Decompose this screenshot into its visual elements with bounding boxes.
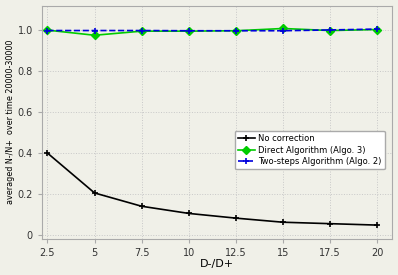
No correction — [375, 224, 380, 227]
Two-steps Algorithm (Algo. 2) — [186, 29, 191, 32]
Direct Algorithm (Algo. 3) — [45, 29, 50, 32]
No correction — [139, 205, 144, 208]
X-axis label: D-/D+: D-/D+ — [200, 259, 234, 270]
No correction — [45, 151, 50, 155]
Direct Algorithm (Algo. 3) — [234, 29, 238, 32]
Line: Two-steps Algorithm (Algo. 2): Two-steps Algorithm (Algo. 2) — [44, 26, 381, 34]
Direct Algorithm (Algo. 3) — [186, 29, 191, 33]
Direct Algorithm (Algo. 3) — [328, 29, 333, 32]
Line: No correction: No correction — [44, 150, 381, 229]
No correction — [281, 221, 285, 224]
Legend: No correction, Direct Algorithm (Algo. 3), Two-steps Algorithm (Algo. 2): No correction, Direct Algorithm (Algo. 3… — [235, 131, 385, 169]
Two-steps Algorithm (Algo. 2) — [92, 29, 97, 32]
Direct Algorithm (Algo. 3) — [375, 28, 380, 31]
Direct Algorithm (Algo. 3) — [281, 27, 285, 30]
Two-steps Algorithm (Algo. 2) — [281, 29, 285, 32]
No correction — [328, 222, 333, 225]
No correction — [234, 216, 238, 220]
Two-steps Algorithm (Algo. 2) — [234, 29, 238, 32]
Line: Direct Algorithm (Algo. 3): Direct Algorithm (Algo. 3) — [45, 26, 380, 38]
Two-steps Algorithm (Algo. 2) — [375, 28, 380, 31]
Y-axis label: averaged N-/N+  over time 20000-30000: averaged N-/N+ over time 20000-30000 — [6, 40, 15, 205]
Direct Algorithm (Algo. 3) — [92, 34, 97, 37]
No correction — [92, 191, 97, 195]
No correction — [186, 212, 191, 215]
Two-steps Algorithm (Algo. 2) — [45, 29, 50, 32]
Two-steps Algorithm (Algo. 2) — [328, 28, 333, 32]
Two-steps Algorithm (Algo. 2) — [139, 29, 144, 32]
Direct Algorithm (Algo. 3) — [139, 29, 144, 33]
